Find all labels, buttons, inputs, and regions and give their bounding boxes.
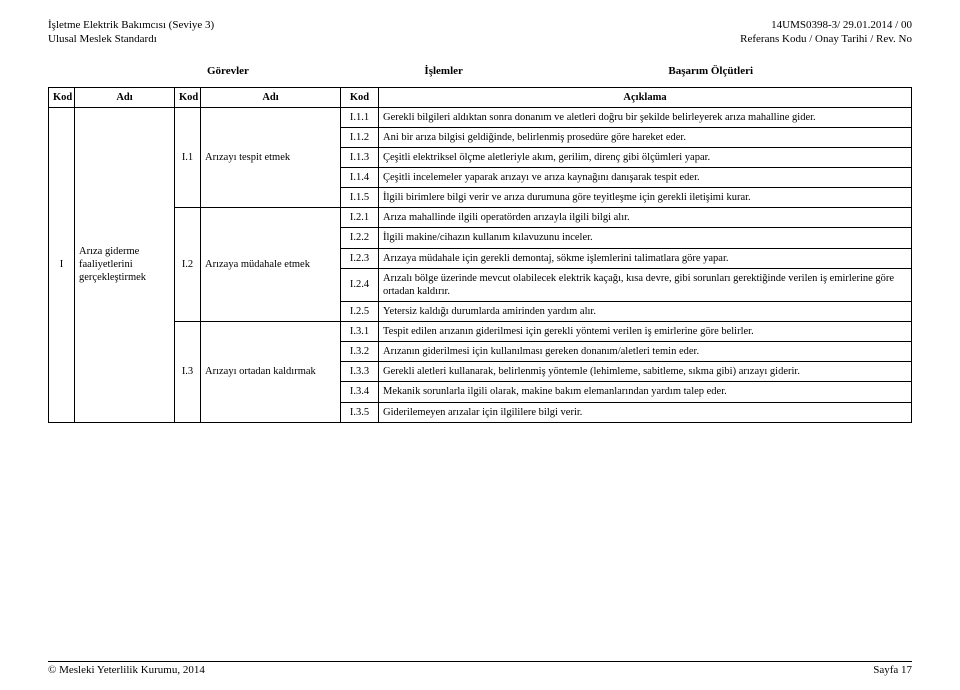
th-adi-1: Adı — [75, 87, 175, 107]
cell-olcu-kod: I.2.1 — [341, 208, 379, 228]
footer-right: Sayfa 17 — [873, 664, 912, 676]
criteria-table: Kod Adı Kod Adı Kod Açıklama I Arıza gid… — [48, 87, 912, 423]
label-gorevler: Görevler — [207, 65, 249, 77]
cell-olcu-text: Gerekli bilgileri aldıktan sonra donanım… — [379, 107, 912, 127]
cell-olcu-kod: I.2.2 — [341, 228, 379, 248]
cell-olcu-kod: I.3.1 — [341, 322, 379, 342]
table-row: I.2 Arızaya müdahale etmek I.2.1 Arıza m… — [49, 208, 912, 228]
cell-olcu-text: İlgili birimlere bilgi verir ve arıza du… — [379, 188, 912, 208]
cell-olcu-kod: I.3.2 — [341, 342, 379, 362]
th-kod-3: Kod — [341, 87, 379, 107]
header-right: 14UMS0398-3/ 29.01.2014 / 00 Referans Ko… — [740, 18, 912, 47]
header-left-line1: İşletme Elektrik Bakımcısı (Seviye 3) — [48, 18, 214, 32]
cell-olcu-kod: I.1.1 — [341, 107, 379, 127]
page-footer: © Mesleki Yeterlilik Kurumu, 2014 Sayfa … — [48, 661, 912, 676]
cell-olcu-text: Çeşitli elektriksel ölçme aletleriyle ak… — [379, 147, 912, 167]
header-right-line1: 14UMS0398-3/ 29.01.2014 / 00 — [740, 18, 912, 32]
cell-olcu-kod: I.1.3 — [341, 147, 379, 167]
cell-olcu-kod: I.2.4 — [341, 268, 379, 301]
page-header: İşletme Elektrik Bakımcısı (Seviye 3) Ul… — [48, 18, 912, 47]
cell-olcu-text: İlgili makine/cihazın kullanım kılavuzun… — [379, 228, 912, 248]
th-kod-1: Kod — [49, 87, 75, 107]
cell-gorev-kod: I — [49, 107, 75, 422]
footer-left: © Mesleki Yeterlilik Kurumu, 2014 — [48, 664, 205, 676]
cell-olcu-text: Mekanik sorunlarla ilgili olarak, makine… — [379, 382, 912, 402]
cell-olcu-text: Arızalı bölge üzerinde mevcut olabilecek… — [379, 268, 912, 301]
cell-olcu-text: Arıza mahallinde ilgili operatörden arız… — [379, 208, 912, 228]
cell-islem-kod: I.3 — [175, 322, 201, 423]
cell-olcu-text: Tespit edilen arızanın giderilmesi için … — [379, 322, 912, 342]
cell-olcu-text: Çeşitli incelemeler yaparak arızayı ve a… — [379, 168, 912, 188]
th-adi-2: Adı — [201, 87, 341, 107]
cell-olcu-text: Gerekli aletleri kullanarak, belirlenmiş… — [379, 362, 912, 382]
cell-gorev-adi: Arıza giderme faaliyetlerini gerçekleşti… — [75, 107, 175, 422]
label-basarim: Başarım Ölçütleri — [668, 65, 753, 77]
table-header-row: Kod Adı Kod Adı Kod Açıklama — [49, 87, 912, 107]
th-kod-2: Kod — [175, 87, 201, 107]
th-aciklama: Açıklama — [379, 87, 912, 107]
cell-islem-adi: Arızayı ortadan kaldırmak — [201, 322, 341, 423]
cell-olcu-kod: I.3.3 — [341, 362, 379, 382]
cell-olcu-kod: I.3.5 — [341, 402, 379, 422]
cell-islem-adi: Arızayı tespit etmek — [201, 107, 341, 208]
cell-olcu-kod: I.2.5 — [341, 301, 379, 321]
cell-olcu-text: Arızanın giderilmesi için kullanılması g… — [379, 342, 912, 362]
cell-olcu-text: Arızaya müdahale için gerekli demontaj, … — [379, 248, 912, 268]
cell-olcu-kod: I.1.4 — [341, 168, 379, 188]
cell-islem-adi: Arızaya müdahale etmek — [201, 208, 341, 322]
cell-olcu-text: Yetersiz kaldığı durumlarda amirinden ya… — [379, 301, 912, 321]
cell-islem-kod: I.2 — [175, 208, 201, 322]
cell-olcu-kod: I.2.3 — [341, 248, 379, 268]
cell-olcu-text: Giderilemeyen arızalar için ilgililere b… — [379, 402, 912, 422]
header-right-line2: Referans Kodu / Onay Tarihi / Rev. No — [740, 32, 912, 46]
cell-olcu-text: Ani bir arıza bilgisi geldiğinde, belirl… — [379, 127, 912, 147]
cell-olcu-kod: I.1.5 — [341, 188, 379, 208]
section-title-row: Görevler İşlemler Başarım Ölçütleri — [48, 65, 912, 77]
header-left-line2: Ulusal Meslek Standardı — [48, 32, 214, 46]
label-islemler: İşlemler — [424, 65, 462, 77]
header-left: İşletme Elektrik Bakımcısı (Seviye 3) Ul… — [48, 18, 214, 47]
table-row: I.3 Arızayı ortadan kaldırmak I.3.1 Tesp… — [49, 322, 912, 342]
table-row: I Arıza giderme faaliyetlerini gerçekleş… — [49, 107, 912, 127]
cell-olcu-kod: I.1.2 — [341, 127, 379, 147]
cell-islem-kod: I.1 — [175, 107, 201, 208]
cell-olcu-kod: I.3.4 — [341, 382, 379, 402]
